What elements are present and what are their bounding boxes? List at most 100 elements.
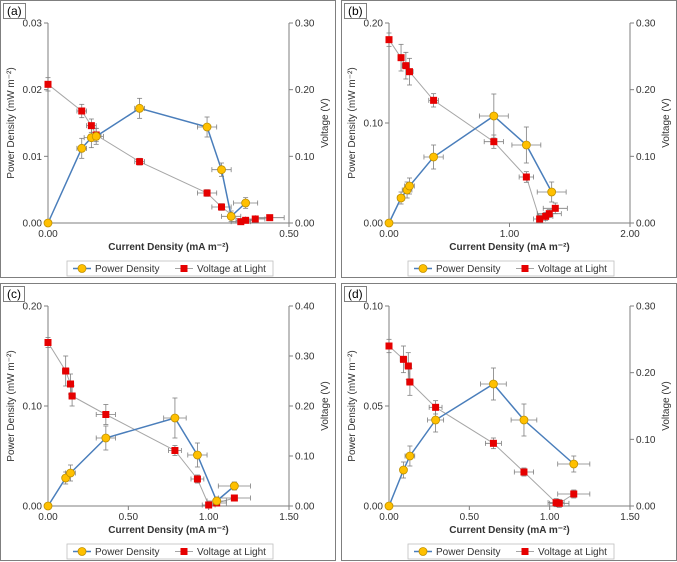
y-right-tick-label: 0.20 (636, 85, 656, 96)
x-tick-label: 0.50 (119, 512, 139, 523)
x-axis-title: Current Density (mA m⁻²) (108, 525, 228, 536)
legend-voltage-label: Voltage at Light (197, 547, 266, 558)
voltage-series-line (388, 39, 556, 220)
panel-label: (d) (344, 286, 367, 302)
power-point (43, 218, 53, 228)
y-left-axis-title: Power Density (mW m⁻²) (6, 67, 17, 178)
y-right-tick-label: 0.10 (295, 452, 315, 463)
voltage-point (251, 215, 259, 223)
voltage-point (193, 475, 201, 483)
y-left-tick-label: 0.10 (364, 119, 384, 130)
legend-power-marker (77, 264, 87, 273)
voltage-point (555, 499, 563, 507)
power-point (547, 187, 557, 197)
power-series-line (388, 383, 575, 507)
y-left-tick-label: 0.02 (23, 85, 43, 96)
legend-power-label: Power Density (436, 264, 500, 275)
legend-box (407, 543, 615, 560)
legend: Power Density Voltage at Light (407, 260, 615, 277)
y-left-tick-label: 0.05 (364, 402, 384, 413)
legend: Power Density Voltage at Light (66, 260, 274, 277)
voltage-point (570, 490, 578, 498)
power-point (429, 152, 438, 162)
chart-svg: 0.00 0.50 1.00 1.500.000.050.100.000.100.20… (347, 302, 672, 560)
x-tick-label: 1.00 (199, 512, 219, 523)
power-point (212, 496, 222, 506)
x-tick-label: 0.50 (279, 229, 299, 240)
voltage-point (68, 392, 76, 400)
y-left-tick-label: 0.10 (364, 302, 384, 313)
y-left-tick-label: 0.00 (23, 219, 43, 230)
y-right-tick-label: 0.00 (295, 219, 315, 230)
power-point (405, 451, 415, 461)
legend-power-label: Power Density (95, 547, 159, 558)
y-right-tick-label: 0.00 (636, 502, 656, 513)
legend-voltage-marker (180, 548, 188, 555)
legend-power-marker (77, 547, 87, 556)
power-point (135, 103, 144, 113)
y-right-tick-label: 0.40 (295, 302, 315, 313)
power-point (519, 415, 529, 425)
panel-label: (b) (344, 3, 367, 19)
legend-voltage-marker (521, 548, 529, 555)
power-point (43, 501, 53, 511)
legend-box (66, 260, 274, 277)
voltage-point (405, 68, 413, 76)
voltage-point (44, 339, 52, 346)
power-point (405, 181, 414, 191)
x-axis-title: Current Density (mA m⁻²) (449, 242, 569, 253)
y-left-tick-label: 0.00 (23, 502, 43, 513)
legend-power-label: Power Density (436, 547, 500, 558)
x-tick-label: 0.50 (460, 512, 480, 523)
voltage-point (536, 215, 544, 223)
y-right-tick-label: 0.20 (636, 368, 656, 379)
voltage-point (520, 468, 528, 476)
y-right-tick-label: 0.10 (636, 152, 656, 163)
power-point (521, 140, 531, 150)
voltage-series-line (388, 345, 575, 504)
voltage-point (522, 173, 530, 181)
x-tick-label: 0.00 (379, 229, 399, 240)
y-left-axis-title: Power Density (mW m⁻²) (347, 67, 358, 178)
voltage-point (397, 54, 405, 62)
y-left-tick-label: 0.20 (364, 19, 384, 30)
voltage-point (489, 439, 497, 447)
x-tick-label: 0.00 (379, 512, 399, 523)
legend-box (407, 260, 615, 277)
panel-a: 0.00 0.50 0.00 0.01 0.02 0.03 0.00 0.10 0.20 0.30… (0, 0, 336, 278)
power-point (399, 465, 408, 475)
panel-label: (c) (3, 286, 25, 302)
legend-voltage-label: Voltage at Light (538, 264, 607, 275)
power-point (241, 198, 251, 208)
power-point (396, 193, 406, 203)
voltage-point (385, 342, 393, 350)
voltage-point (399, 355, 407, 363)
voltage-point (551, 204, 559, 212)
power-point (229, 481, 239, 491)
legend: Power Density Voltage at Light (66, 543, 274, 560)
y-right-axis-title: Voltage (V) (320, 381, 331, 430)
voltage-point (171, 447, 179, 454)
y-right-axis-title: Voltage (V) (661, 98, 672, 147)
x-axis-title: Current Density (mA m⁻²) (108, 242, 228, 253)
voltage-point (242, 216, 250, 224)
voltage-point (430, 96, 438, 104)
voltage-point (542, 212, 550, 220)
voltage-point (545, 210, 553, 218)
power-point (77, 143, 87, 153)
legend-voltage-label: Voltage at Light (538, 547, 607, 558)
y-right-tick-label: 0.00 (295, 502, 315, 513)
power-point (431, 415, 440, 425)
power-point (569, 459, 579, 469)
panel-c: 0.00 0.50 1.00 1.50 0.00 0.10 0.20 0.00 0.10 0.20… (0, 283, 336, 561)
x-tick-label: 1.00 (540, 512, 560, 523)
voltage-point (402, 62, 410, 70)
x-tick-label: 0.00 (38, 512, 58, 523)
voltage-point (136, 158, 144, 166)
legend: Power Density Voltage at Light (407, 543, 615, 560)
voltage-point (78, 107, 86, 115)
voltage-point (230, 494, 238, 502)
power-point (202, 122, 212, 132)
voltage-point (87, 122, 95, 130)
power-point (170, 413, 180, 423)
